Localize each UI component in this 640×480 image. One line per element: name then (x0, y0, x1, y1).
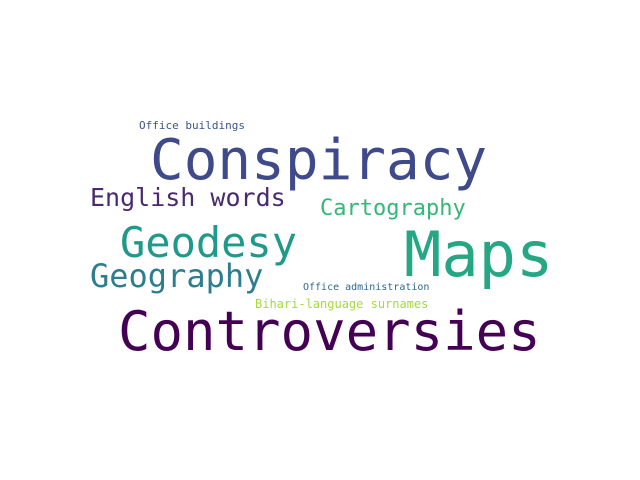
word-cartography: Cartography (320, 196, 466, 221)
word-geodesy: Geodesy (120, 218, 298, 267)
word-bihari-language-surnames: Bihari-language surnames (255, 297, 429, 311)
word-conspiracy: Conspiracy (150, 128, 488, 193)
word-office-administration: Office administration (303, 282, 430, 293)
word-geography: Geography (90, 257, 264, 295)
word-maps: Maps (404, 218, 554, 291)
word-office-buildings: Office buildings (139, 119, 245, 132)
word-controversies: Controversies (118, 300, 541, 363)
word-english-words: English words (90, 183, 286, 212)
